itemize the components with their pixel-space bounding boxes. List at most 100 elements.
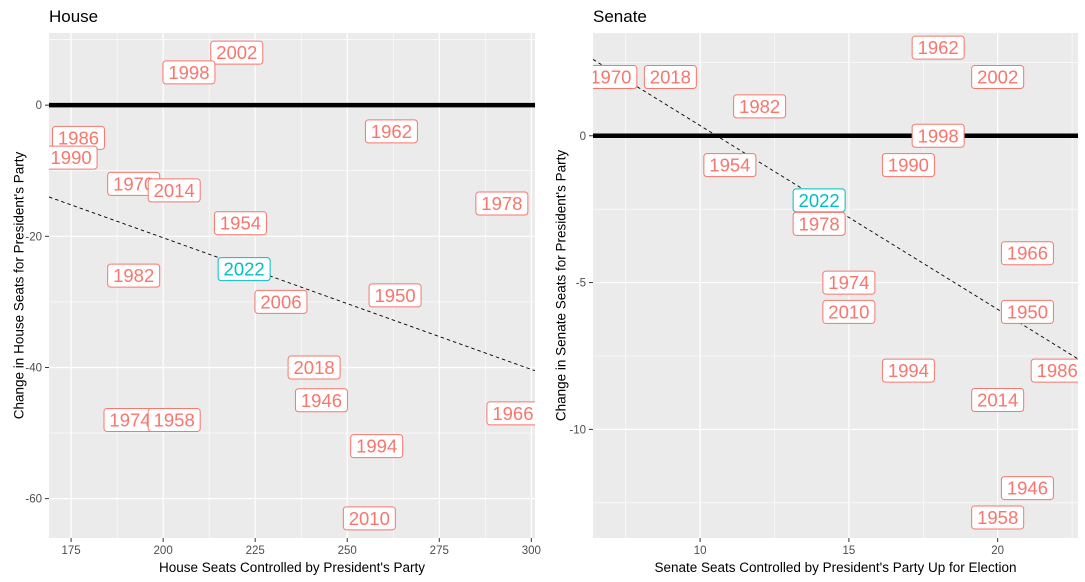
data-label-1978: 1978 [792,211,846,236]
data-label-box [593,65,638,90]
data-label-text: 1950 [375,285,416,306]
senate-y-axis-ticks: 0 -5 -10 [569,131,593,436]
data-label-text: 2010 [828,301,869,322]
data-label-1962: 1962 [364,119,418,144]
data-label-text: 1950 [1007,301,1048,322]
data-label-2006: 2006 [254,289,308,314]
data-label-text: 2022 [799,190,840,211]
x-tick-label: 250 [338,545,357,557]
data-label-box [49,145,98,170]
data-label-box [643,65,697,90]
data-label-2010: 2010 [342,506,396,531]
data-label-2018: 2018 [643,65,697,90]
data-label-1958: 1958 [147,407,201,432]
data-label-2014: 2014 [147,178,201,203]
data-label-box [1000,476,1054,501]
data-label-box [350,434,404,459]
data-label-1998: 1998 [911,123,965,148]
data-label-1998: 1998 [162,60,216,85]
x-tick-label: 20 [991,545,1004,557]
data-label-1950: 1950 [1000,299,1054,324]
data-label-box [217,257,271,282]
data-label-1962: 1962 [911,35,965,60]
data-label-1978: 1978 [475,191,529,216]
house-y-axis-title: Change in House Seats for President's Pa… [12,152,27,420]
data-label-1982: 1982 [733,94,787,119]
senate-panel: 1962 1970 2018 2002 1982 1998 1954 1990 20221978… [554,7,1078,575]
data-label-text: 2002 [216,42,257,63]
y-tick-label: -10 [569,424,586,436]
x-tick-label: 225 [246,545,265,557]
data-label-1986: 1986 [51,125,105,150]
data-label-text: 2006 [260,291,301,312]
senate-y-axis-title: Change in Senate Seats for President's P… [554,150,569,421]
data-label-box [792,211,846,236]
data-label-text: 2018 [650,67,691,88]
data-label-box [822,299,876,324]
senate-trend-line [593,59,1078,360]
house-x-axis-ticks: 175 200 225 250 275 300 [61,538,541,557]
data-label-text: 1986 [1037,360,1078,381]
data-label-text: 1958 [977,507,1018,528]
x-tick-label: 10 [694,545,707,557]
data-label-box [342,506,396,531]
data-label-box [287,355,341,380]
y-tick-label: -40 [25,362,42,374]
data-label-text: 1986 [58,127,99,148]
data-label-box [971,388,1025,413]
data-label-2002: 2002 [971,65,1025,90]
data-label-text: 2010 [349,508,390,529]
data-label-box [213,211,267,236]
data-label-box [703,153,757,178]
data-label-box [364,119,418,144]
data-label-text: 1974 [828,272,869,293]
y-tick-label: -20 [25,231,42,243]
y-tick-label: 0 [36,100,42,112]
data-label-text: 2022 [224,259,265,280]
data-label-box [1000,241,1054,266]
data-label-box [147,178,201,203]
x-tick-label: 275 [430,545,449,557]
x-tick-label: 200 [154,545,173,557]
data-label-box [147,407,201,432]
data-label-box [294,388,348,413]
y-tick-label: 0 [580,131,586,143]
data-label-1946: 1946 [1000,476,1054,501]
senate-panel-title: Senate [593,7,647,26]
senate-x-axis-ticks: 10 15 20 [694,538,1004,557]
data-label-1950: 1950 [368,283,422,308]
data-label-2018: 2018 [287,355,341,380]
data-label-text: 2018 [294,357,335,378]
data-label-text: 1994 [356,436,397,457]
data-label-text: 1966 [492,403,533,424]
data-label-text: 1978 [799,213,840,234]
data-label-text: 2014 [977,390,1018,411]
data-label-text: 1998 [168,62,209,83]
house-x-axis-title: House Seats Controlled by President's Pa… [159,560,425,575]
data-label-1974: 1974 [103,407,157,432]
data-label-text: 1990 [888,155,929,176]
data-label-text: 1970 [113,173,154,194]
data-label-2022: 2022 [792,188,846,213]
house-trend-line [49,196,535,372]
house-panel-title: House [49,7,98,26]
data-label-text: 1962 [371,121,412,142]
data-label-box [210,40,264,65]
data-label-text: 1946 [1007,478,1048,499]
data-label-2002: 2002 [210,40,264,65]
data-label-text: 1990 [51,147,92,168]
x-tick-label: 175 [61,545,80,557]
data-label-text: 2014 [154,180,195,201]
data-label-box [971,505,1025,530]
data-label-text: 1974 [109,409,150,430]
data-label-1946: 1946 [294,388,348,413]
data-label-text: 2002 [977,67,1018,88]
data-label-box [971,65,1025,90]
data-label-box [254,289,308,314]
data-label-text: 1982 [113,265,154,286]
data-label-1994: 1994 [350,434,404,459]
data-label-box [368,283,422,308]
